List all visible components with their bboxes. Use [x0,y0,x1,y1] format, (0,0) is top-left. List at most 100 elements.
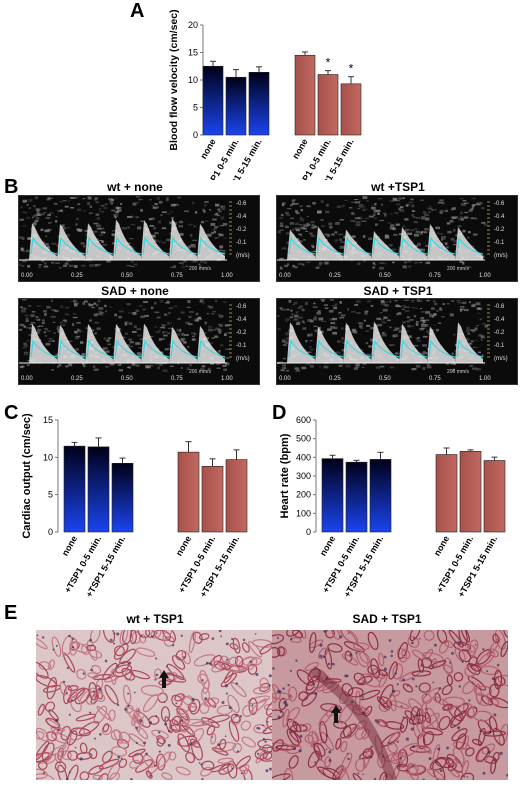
panel-letter-d: D [272,402,287,424]
bar [87,446,110,533]
time-tick-label: 1.00 [221,376,233,382]
panel-letter-b: B [4,176,19,198]
doppler-trace-sad-none: -0.6 -0.4 -0.2 -0.1 (m/s) 0.00 0.25 0.50 0.75 1.0… [18,298,260,385]
scale-note: 200 mm/s [189,266,211,272]
time-tick-label: 0.25 [329,273,341,279]
speed-tick-label: -0.4 [236,317,247,323]
speed-tick-label: (m/s) [236,253,250,259]
y-tick-label: 100 [296,508,311,518]
y-tick-label: 15 [43,415,53,425]
y-tick-label: 5 [48,490,53,500]
y-tick-label: 400 [296,452,311,462]
speed-tick-label: -0.2 [236,227,247,233]
time-tick-label: 0.25 [71,273,83,279]
panel-letter-a: A [130,0,145,22]
category-label: none [60,534,79,558]
time-tick-label: 0.00 [279,376,291,382]
time-tick-label: 0.00 [21,273,33,279]
speed-tick-label: -0.2 [494,330,505,336]
time-tick-label: 0.75 [429,273,441,279]
speed-tick-label: -0.4 [236,214,247,220]
time-tick-label: 0.50 [121,376,133,382]
speed-tick-label: -0.6 [236,201,247,207]
bar [435,454,458,533]
arrow-marker [331,705,341,723]
doppler-title-wt-tsp1: wt +TSP1 [371,180,425,194]
bar [177,451,200,533]
heart-rate-chart: Heart rate (bpm)0100200300400500600none+… [279,415,506,598]
bar [63,445,86,533]
speed-tick-label: -0.1 [494,343,505,349]
speed-tick-label: -0.6 [236,304,247,310]
speed-tick-label: -0.1 [236,240,247,246]
time-tick-label: 0.75 [429,376,441,382]
doppler-title-sad-tsp1: SAD + TSP1 [363,284,433,298]
speed-tick-label: (m/s) [494,356,508,362]
time-tick-label: 0.50 [379,376,391,382]
y-tick-label: 10 [43,452,53,462]
scale-note: 200 mm/s [447,369,469,375]
bar [459,451,482,533]
speed-tick-label: -0.1 [236,343,247,349]
time-tick-label: 0.00 [279,273,291,279]
bar [340,83,362,136]
bar [317,74,339,136]
significance-star: * [349,62,354,76]
speed-tick-label: -0.2 [236,330,247,336]
doppler-title-wt-none: wt + none [107,180,163,194]
category-label: none [290,137,309,161]
bar [248,71,270,136]
y-axis-label: Cardiac output (cm/sec) [21,413,33,539]
time-tick-label: 0.25 [71,376,83,382]
speed-tick-label: -0.2 [494,227,505,233]
time-tick-label: 0.25 [329,376,341,382]
histology-title-wt-tsp1: wt + TSP1 [126,612,184,626]
bar [225,76,247,136]
bar [483,460,506,533]
speed-tick-label: -0.1 [494,240,505,246]
y-tick-label: 5 [193,103,198,113]
y-axis-label: Blood flow velocity (cm/sec) [168,10,180,151]
time-tick-label: 1.00 [479,376,491,382]
speed-tick-label: -0.4 [494,214,505,220]
doppler-title-sad-none: SAD + none [101,284,169,298]
y-tick-label: 15 [188,48,198,58]
category-label: none [174,534,193,558]
time-tick-label: 0.75 [171,376,183,382]
speed-tick-label: -0.6 [494,304,505,310]
doppler-trace-wt-tsp1: -0.6 -0.4 -0.2 -0.1 (m/s) 0.00 0.25 0.50 0.75 1.0… [276,195,518,282]
histology-title-sad-tsp1: SAD + TSP1 [352,612,422,626]
doppler-trace-sad-tsp1: -0.6 -0.4 -0.2 -0.1 (m/s) 0.00 0.25 0.50 0.75 1.0… [276,298,518,385]
bar [294,54,316,136]
scale-note: 200 mm/s [189,369,211,375]
y-tick-label: 0 [306,527,311,537]
bar [345,461,368,533]
time-tick-label: 1.00 [221,273,233,279]
y-tick-label: 300 [296,471,311,481]
y-tick-label: 20 [188,20,198,30]
y-axis-label: Heart rate (bpm) [279,433,291,518]
category-label: none [198,137,217,161]
speed-tick-label: (m/s) [494,253,508,259]
time-tick-label: 0.50 [379,273,391,279]
bar [201,465,224,533]
time-tick-label: 0.50 [121,273,133,279]
speed-tick-label: -0.6 [494,201,505,207]
y-tick-label: 0 [48,527,53,537]
histology-image-sad-tsp1 [272,630,508,780]
speed-tick-label: -0.4 [494,317,505,323]
time-tick-label: 0.75 [171,273,183,279]
panel-letter-c: C [4,402,19,424]
speed-tick-label: (m/s) [236,356,250,362]
arrow-marker [159,670,169,688]
blood-flow-velocity-chart: Blood flow velocity (cm/sec) 0 5 10 15 20 none… [168,10,362,180]
category-label: none [318,534,337,558]
category-label: none [432,534,451,558]
bar [321,458,344,533]
significance-star: * [326,56,331,70]
y-tick-label: 200 [296,490,311,500]
y-tick-label: 600 [296,415,311,425]
panel-letter-e: E [4,602,18,624]
y-tick-label: 10 [188,75,198,85]
